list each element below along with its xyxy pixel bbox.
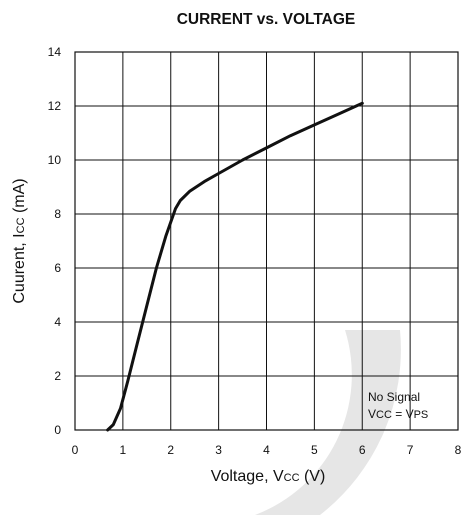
x-axis-label: Voltage, VCC (V) xyxy=(211,468,326,485)
x-tick-label: 1 xyxy=(120,443,127,457)
y-tick-label: 2 xyxy=(54,369,61,383)
annotation-vcc: V xyxy=(368,407,376,421)
x-tick-label: 0 xyxy=(72,443,79,457)
y-tick-label: 10 xyxy=(48,153,62,167)
x-tick-label: 4 xyxy=(263,443,270,457)
watermark-arc xyxy=(255,330,401,515)
y-tick-label: 0 xyxy=(54,423,61,437)
chart-title: CURRENT vs. VOLTAGE xyxy=(177,11,356,28)
x-tick-label: 2 xyxy=(167,443,174,457)
y-tick-label: 6 xyxy=(54,261,61,275)
y-tick-label: 4 xyxy=(54,315,61,329)
x-tick-label: 8 xyxy=(455,443,462,457)
y-tick-label: 8 xyxy=(54,207,61,221)
x-tick-label: 3 xyxy=(215,443,222,457)
series-line xyxy=(106,101,364,432)
y-axis-label: Cuurent, ICC (mA) xyxy=(11,178,28,303)
gridlines xyxy=(75,52,458,430)
x-tick-label: 7 xyxy=(407,443,414,457)
x-tick-label: 6 xyxy=(359,443,366,457)
plot-frame xyxy=(74,51,459,431)
annotation-line-2: VCC = VPS xyxy=(368,407,428,421)
x-tick-labels: 0 1 2 3 4 5 6 7 8 xyxy=(72,443,462,457)
x-tick-label: 5 xyxy=(311,443,318,457)
annotation-line-1: No Signal xyxy=(368,390,420,404)
y-tick-label: 12 xyxy=(48,99,62,113)
y-tick-label: 14 xyxy=(48,45,62,59)
y-tick-labels: 0 2 4 6 8 10 12 14 xyxy=(48,45,62,437)
